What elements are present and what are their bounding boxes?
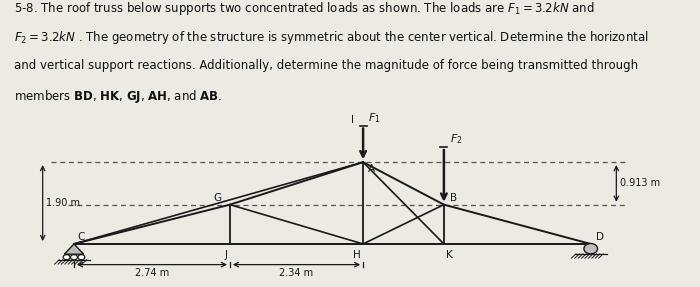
Text: 2.74 m: 2.74 m bbox=[135, 269, 169, 278]
Text: C: C bbox=[78, 232, 85, 242]
Text: H: H bbox=[353, 250, 360, 260]
Circle shape bbox=[63, 255, 70, 260]
Text: A: A bbox=[368, 164, 374, 174]
Text: $F_2=3.2kN$ . The geometry of the structure is symmetric about the center vertic: $F_2=3.2kN$ . The geometry of the struct… bbox=[14, 30, 649, 46]
Text: J: J bbox=[225, 250, 228, 260]
Text: 2.34 m: 2.34 m bbox=[279, 269, 314, 278]
Text: 5-8. The roof truss below supports two concentrated loads as shown. The loads ar: 5-8. The roof truss below supports two c… bbox=[14, 0, 595, 17]
Text: $F_1$: $F_1$ bbox=[368, 111, 380, 125]
Text: 1.90 m: 1.90 m bbox=[46, 198, 80, 208]
Text: members $\bf{BD}$, $\bf{HK}$, $\bf{GJ}$, $\bf{AH}$, and $\bf{AB}$.: members $\bf{BD}$, $\bf{HK}$, $\bf{GJ}$,… bbox=[14, 88, 223, 105]
Text: K: K bbox=[446, 250, 453, 260]
Text: B: B bbox=[449, 193, 456, 203]
Text: $F_2$: $F_2$ bbox=[449, 132, 462, 146]
Circle shape bbox=[78, 255, 85, 260]
Text: D: D bbox=[596, 232, 604, 242]
Text: and vertical support reactions. Additionally, determine the magnitude of force b: and vertical support reactions. Addition… bbox=[14, 59, 638, 72]
Polygon shape bbox=[64, 244, 84, 254]
Text: G: G bbox=[214, 193, 222, 203]
Circle shape bbox=[584, 243, 598, 254]
Circle shape bbox=[71, 255, 78, 260]
Text: 0.913 m: 0.913 m bbox=[620, 179, 660, 188]
Text: I: I bbox=[351, 115, 354, 125]
